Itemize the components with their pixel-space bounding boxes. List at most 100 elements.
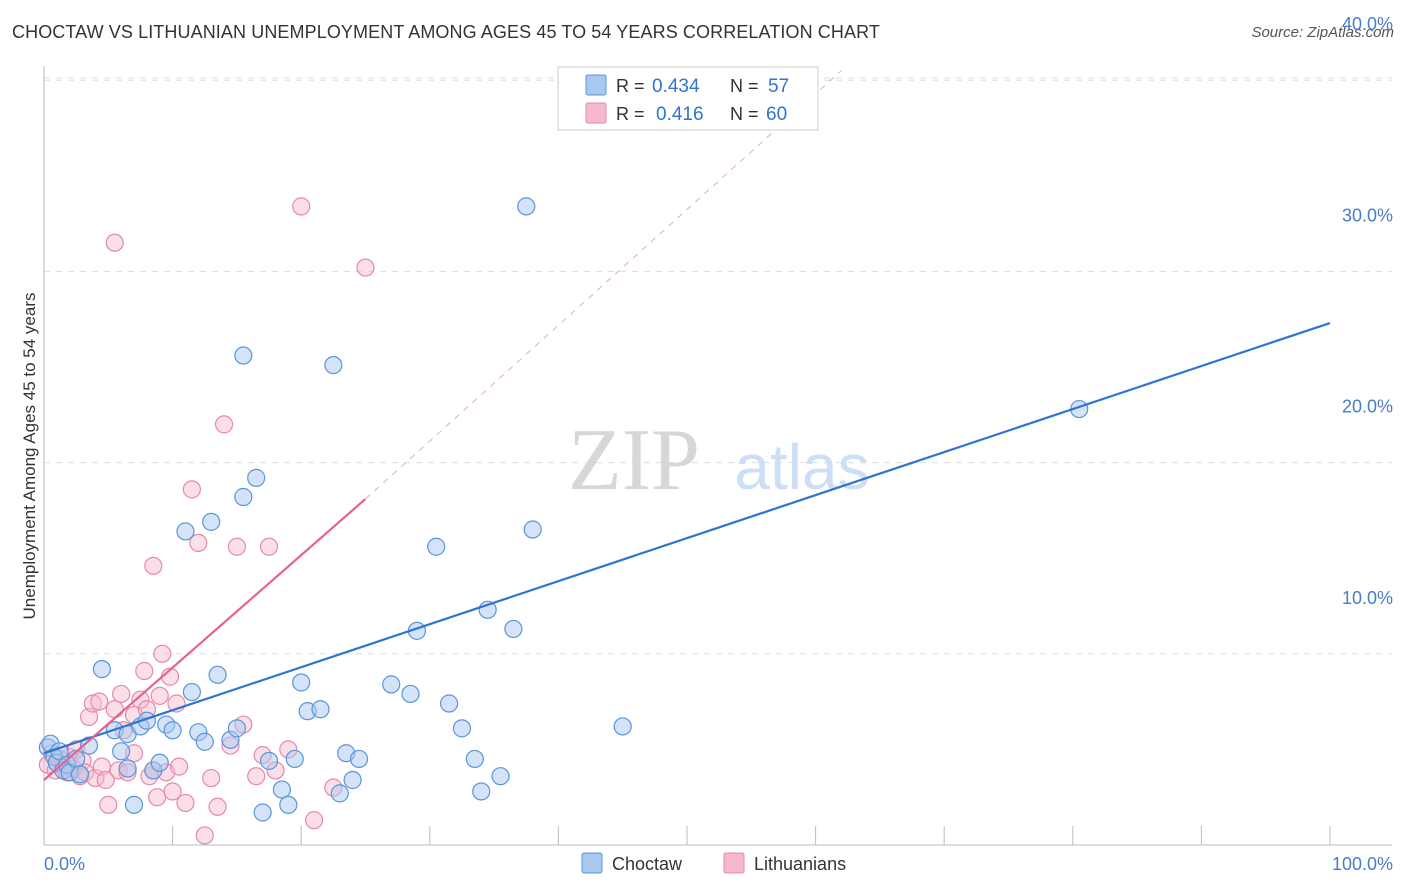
lithuanians-point xyxy=(79,707,99,726)
choctaw-point xyxy=(279,795,298,814)
choctaw-point xyxy=(234,487,253,507)
lithuanians-point xyxy=(135,661,154,681)
choctaw-point xyxy=(70,765,90,784)
choctaw-point xyxy=(523,520,542,539)
x-tick-label-min: 0.0% xyxy=(44,854,85,874)
lithuanians-point xyxy=(150,686,169,705)
choctaw-points xyxy=(38,197,1089,822)
lithuanians-point xyxy=(202,768,221,788)
choctaw-point xyxy=(324,355,343,375)
y-tick-label: 40.0% xyxy=(1342,14,1393,34)
watermark: ZIP atlas xyxy=(568,412,870,509)
lithuanians-r-label: R = xyxy=(616,104,645,124)
choctaw-legend-label: Choctaw xyxy=(612,854,683,874)
lithuanians-trend-line xyxy=(43,498,367,781)
choctaw-n-label: N = xyxy=(730,76,759,96)
lithuanians-n-value: 60 xyxy=(766,104,787,125)
choctaw-point xyxy=(259,751,279,770)
lithuanians-point xyxy=(259,537,279,556)
choctaw-point xyxy=(491,767,510,786)
lithuanians-legend-swatch xyxy=(585,102,607,124)
lithuanians-point xyxy=(176,793,195,813)
trend-lines xyxy=(43,70,1331,781)
choctaw-point xyxy=(613,717,632,736)
choctaw-point xyxy=(202,512,221,531)
series-legend: Choctaw Lithuanians xyxy=(581,852,846,874)
choctaw-point xyxy=(176,522,195,541)
lithuanians-point xyxy=(131,690,150,709)
lithuanians-point xyxy=(144,556,163,575)
choctaw-point xyxy=(330,784,349,803)
choctaw-point xyxy=(247,468,266,487)
choctaw-legend-swatch xyxy=(585,74,607,96)
choctaw-point xyxy=(452,719,472,738)
choctaw-point xyxy=(272,780,292,799)
lithuanians-point xyxy=(96,770,115,790)
lithuanians-trend-extension xyxy=(365,70,842,500)
lithuanians-point xyxy=(189,533,208,553)
lithuanians-legend-label: Lithuanians xyxy=(754,854,846,874)
choctaw-point xyxy=(382,675,401,694)
lithuanians-point xyxy=(247,767,266,786)
choctaw-point xyxy=(311,700,330,719)
choctaw-point xyxy=(401,684,420,704)
lithuanians-r-value: 0.416 xyxy=(656,104,704,125)
choctaw-point xyxy=(234,346,253,365)
stats-legend: R = 0.434 N = 57 R = 0.416 N = 60 xyxy=(557,66,819,131)
lithuanians-point xyxy=(227,537,246,556)
choctaw-point xyxy=(465,749,484,769)
lithuanians-n-label: N = xyxy=(730,104,759,124)
lithuanians-point xyxy=(356,258,375,277)
watermark-atlas: atlas xyxy=(734,431,869,503)
lithuanians-point xyxy=(90,692,109,711)
lithuanians-point xyxy=(148,788,167,807)
choctaw-point xyxy=(150,753,169,772)
lithuanians-point xyxy=(83,694,102,713)
lithuanians-point xyxy=(105,700,124,719)
choctaw-r-value: 0.434 xyxy=(652,76,700,97)
choctaw-point xyxy=(292,673,311,692)
lithuanians-point xyxy=(214,415,234,434)
lithuanians-point xyxy=(208,797,227,816)
choctaw-point xyxy=(124,795,144,814)
chart-title: CHOCTAW VS LITHUANIAN UNEMPLOYMENT AMONG… xyxy=(12,22,880,42)
source-credit: Source: ZipAtlas.com xyxy=(1251,24,1394,41)
lithuanians-point xyxy=(163,782,182,801)
lithuanians-point xyxy=(153,644,172,663)
choctaw-point xyxy=(343,770,362,790)
choctaw-n-value: 57 xyxy=(768,76,789,97)
choctaw-point xyxy=(227,719,246,738)
choctaw-point xyxy=(112,742,131,761)
watermark-zip: ZIP xyxy=(568,412,700,509)
y-tick-label: 10.0% xyxy=(1342,588,1393,608)
lithuanians-point xyxy=(169,757,189,776)
choctaw-point xyxy=(504,619,523,639)
lithuanians-point xyxy=(195,826,214,845)
choctaw-point xyxy=(208,665,227,684)
choctaw-point xyxy=(92,659,111,679)
lithuanians-point xyxy=(304,811,324,830)
choctaw-point xyxy=(253,803,272,822)
y-tick-label: 20.0% xyxy=(1342,397,1393,417)
lithuanians-swatch xyxy=(723,852,745,874)
lithuanians-point xyxy=(292,197,311,216)
choctaw-point xyxy=(439,694,459,713)
choctaw-swatch xyxy=(581,852,603,874)
choctaw-point xyxy=(118,759,137,778)
lithuanians-point xyxy=(182,480,201,499)
choctaw-trend-line xyxy=(43,321,1331,755)
lithuanians-point xyxy=(99,795,118,814)
choctaw-point xyxy=(195,732,214,751)
x-tick-label-max: 100.0% xyxy=(1332,854,1393,874)
choctaw-point xyxy=(182,682,201,702)
axes xyxy=(43,66,1392,846)
choctaw-r-label: R = xyxy=(616,76,645,96)
choctaw-point xyxy=(285,749,304,769)
choctaw-point xyxy=(349,749,369,769)
lithuanians-point xyxy=(105,233,124,252)
choctaw-point xyxy=(163,721,182,740)
choctaw-point xyxy=(472,782,491,801)
lithuanians-point xyxy=(112,684,131,704)
grid-lines xyxy=(44,77,1392,655)
